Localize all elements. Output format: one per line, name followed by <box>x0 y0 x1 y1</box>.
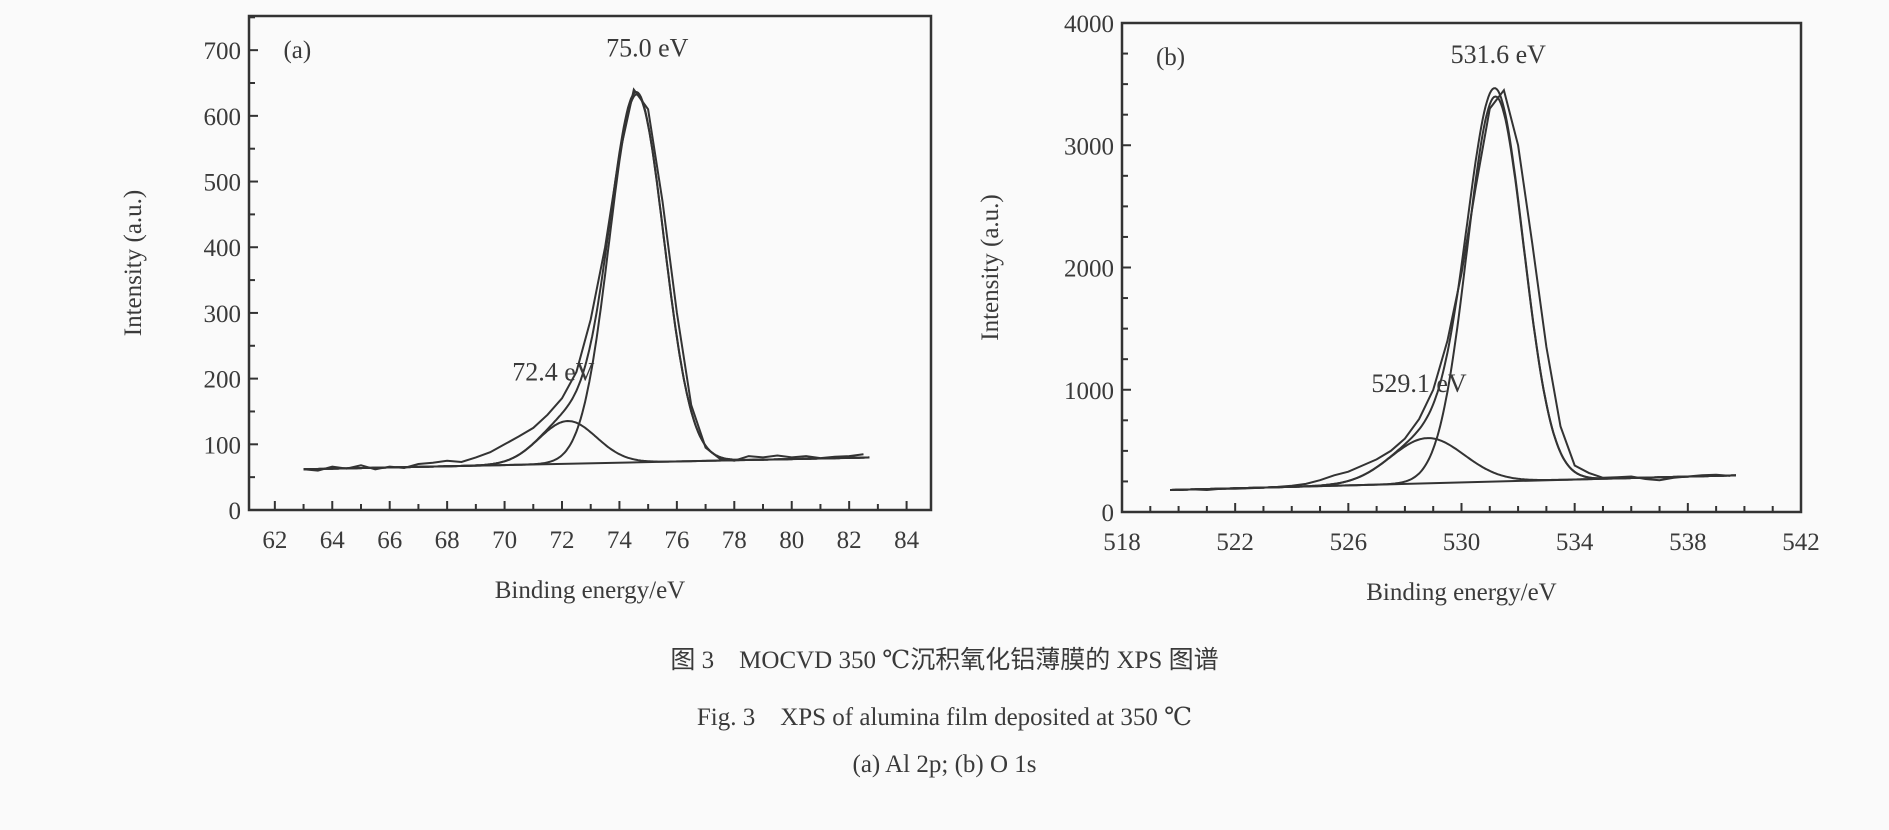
y-tick-label: 400 <box>204 235 242 262</box>
y-tick-label: 700 <box>204 38 242 65</box>
chart-panel-b: 518 522 526 530 534 538 542 0 1000 2000 3000 4000 Bi… <box>977 11 1820 606</box>
y-tick-label: 100 <box>204 432 242 459</box>
x-tick-label: 76 <box>664 527 689 554</box>
chart-panel-a: 62 64 66 68 70 72 74 76 78 80 82 84 0 100 200 300 400 500… <box>120 14 933 604</box>
x-tick-label: 522 <box>1216 529 1254 556</box>
caption-en: Fig. 3 XPS of alumina film deposited at … <box>696 704 1193 731</box>
panel-label: (a) <box>283 37 311 64</box>
y-tick-label: 1000 <box>1064 378 1114 405</box>
y-tick-label: 2000 <box>1064 256 1114 283</box>
x-tick-label: 72 <box>550 527 575 554</box>
x-tick-label: 84 <box>894 527 920 554</box>
peak-annotation: 72.4 eV <box>512 358 595 387</box>
peak-annotation: 529.1 eV <box>1371 369 1467 398</box>
caption-zh: 图 3 MOCVD 350 ℃沉积氧化铝薄膜的 XPS 图谱 <box>670 647 1219 674</box>
peak-annotation: 531.6 eV <box>1451 40 1547 69</box>
x-tick-label: 538 <box>1669 529 1707 556</box>
fit-envelope <box>1170 87 1736 491</box>
fit-component-peak-2 <box>303 419 870 471</box>
y-tick-label: 600 <box>204 104 242 131</box>
x-tick-label: 534 <box>1556 529 1594 556</box>
x-tick-label: 68 <box>435 527 460 554</box>
y-tick-label: 200 <box>204 367 242 394</box>
raw-spectrum <box>303 87 864 472</box>
fit-component-peak-1 <box>1170 95 1736 491</box>
x-tick-label: 66 <box>377 527 402 554</box>
y-tick-label: 3000 <box>1064 133 1114 160</box>
x-axis-label: Binding energy/eV <box>1366 579 1556 606</box>
peak-annotation: 75.0 eV <box>606 34 689 63</box>
x-tick-label: 74 <box>607 527 633 554</box>
y-axis-label: Intensity (a.u.) <box>977 194 1004 340</box>
x-tick-label: 82 <box>837 527 862 554</box>
y-tick-label: 0 <box>1102 500 1115 527</box>
x-tick-label: 62 <box>262 527 287 554</box>
x-tick-label: 526 <box>1330 529 1368 556</box>
plot-frame <box>247 14 933 512</box>
x-tick-label: 518 <box>1103 529 1141 556</box>
x-tick-label: 70 <box>492 527 517 554</box>
y-tick-label: 0 <box>229 498 242 525</box>
caption-sub: (a) Al 2p; (b) O 1s <box>852 751 1037 778</box>
x-tick-label: 78 <box>722 527 747 554</box>
fit-component-peak-1 <box>303 93 870 471</box>
x-axis-label: Binding energy/eV <box>495 577 685 604</box>
fit-envelope <box>303 90 870 471</box>
x-tick-label: 64 <box>320 527 346 554</box>
x-tick-label: 530 <box>1443 529 1481 556</box>
y-tick-label: 300 <box>204 301 242 328</box>
y-axis-label: Intensity (a.u.) <box>120 190 147 336</box>
x-tick-label: 80 <box>779 527 804 554</box>
x-tick-label: 542 <box>1782 529 1820 556</box>
y-tick-label: 500 <box>204 170 242 197</box>
panel-label: (b) <box>1156 44 1185 71</box>
raw-spectrum <box>1178 87 1731 492</box>
y-tick-label: 4000 <box>1064 11 1114 38</box>
